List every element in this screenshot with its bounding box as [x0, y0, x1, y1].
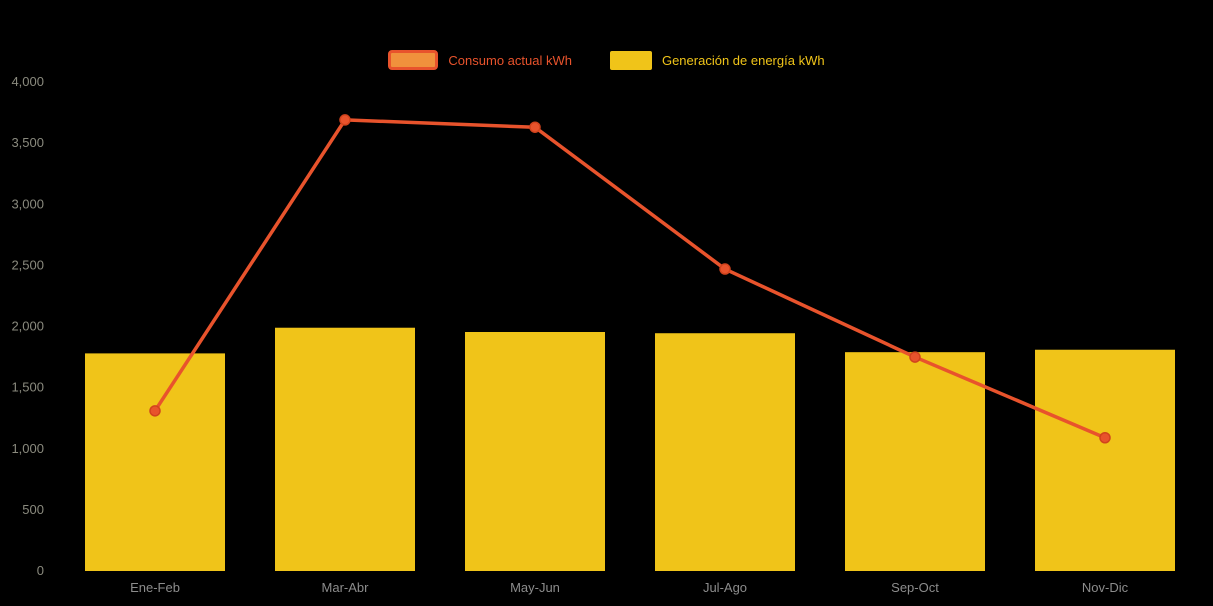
bar-Mar-Abr[interactable] [275, 327, 415, 571]
bar-May-Jun[interactable] [465, 332, 605, 571]
consumo-actual-line [153, 118, 1107, 440]
y-axis-label-500: 500 [22, 502, 44, 517]
x-axis-label-May-Jun: May-Jun [510, 580, 560, 595]
generacion-energia-swatch-icon [609, 50, 652, 70]
x-axis-label-Ene-Feb: Ene-Feb [130, 580, 180, 595]
legend-item-generacion-energia[interactable]: Generación de energía kWh [609, 50, 825, 70]
legend-label-generacion-energia: Generación de energía kWh [661, 52, 825, 68]
y-axis-label-1,000: 1,000 [11, 441, 44, 456]
legend-label-consumo-actual: Consumo actual kWh [448, 52, 572, 68]
legend-item-consumo-actual[interactable]: Consumo actual kWh [388, 50, 572, 70]
y-axis-label-2,500: 2,500 [11, 257, 44, 272]
bar-Ene-Feb[interactable] [85, 353, 225, 571]
x-axis-label-Jul-Ago: Jul-Ago [703, 580, 747, 595]
y-axis-label-0: 0 [37, 563, 44, 578]
x-axis-label-Mar-Abr: Mar-Abr [322, 580, 370, 595]
line-point-Jul-Ago[interactable] [719, 263, 731, 275]
line-point-Ene-Feb[interactable] [149, 405, 161, 417]
chart-legend: Consumo actual kWh Generación de energía… [0, 50, 1213, 70]
y-axis-label-2,000: 2,000 [11, 319, 44, 334]
y-axis-label-4,000: 4,000 [11, 74, 44, 89]
line-point-Mar-Abr[interactable] [339, 114, 351, 126]
y-axis-label-1,500: 1,500 [11, 380, 44, 395]
line-point-May-Jun[interactable] [529, 121, 541, 133]
consumo-actual-swatch-icon [388, 50, 439, 70]
line-point-Nov-Dic[interactable] [1099, 431, 1111, 444]
y-axis-label-3,500: 3,500 [11, 135, 44, 150]
x-axis-label-Sep-Oct: Sep-Oct [891, 580, 939, 595]
bar-Sep-Oct[interactable] [845, 352, 985, 571]
y-axis-label-3,000: 3,000 [11, 196, 44, 211]
x-axis-label-Nov-Dic: Nov-Dic [1082, 580, 1129, 595]
bar-Nov-Dic[interactable] [1035, 349, 1175, 571]
line-point-Sep-Oct[interactable] [909, 351, 921, 363]
bar-Jul-Ago[interactable] [655, 333, 795, 571]
